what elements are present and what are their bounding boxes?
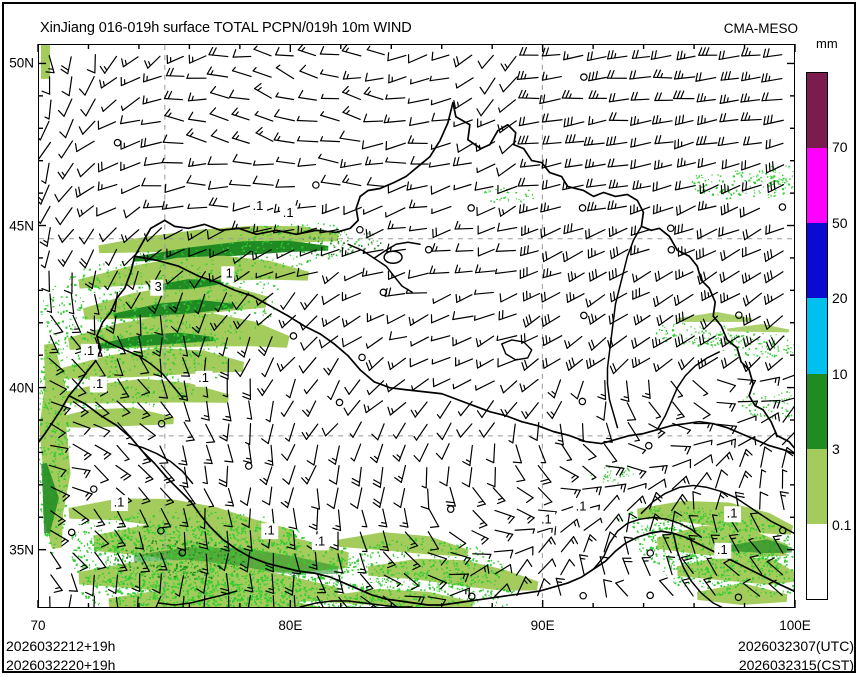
colorbar-band (807, 373, 827, 449)
contour-label: .1 (314, 534, 325, 549)
colorbar-band (807, 223, 827, 299)
colorbar-tick-20: 20 (832, 290, 848, 307)
colorbar-units-label: mm (816, 36, 838, 51)
colorbar-band (807, 73, 827, 149)
contour-label: .1 (717, 542, 728, 557)
colorbar-band (807, 448, 827, 524)
precipitation-field (39, 45, 794, 607)
colorbar-band (807, 148, 827, 224)
y-tick-40N: 40N (9, 380, 34, 396)
colorbar-tick-50: 50 (832, 214, 848, 231)
contour-label: .1 (264, 523, 275, 538)
colorbar-band (807, 298, 827, 374)
x-tick-80E: 80E (278, 618, 303, 633)
contour-label: .1 (114, 494, 125, 509)
footer-init-time-utc: 2026032212+19h (6, 638, 116, 654)
contour-label: .1 (83, 343, 94, 358)
contour-label: .1 (283, 205, 294, 220)
contour-label: 1 (226, 266, 233, 281)
colorbar-tick-0.1: 0.1 (832, 516, 852, 533)
contour-label: .1 (253, 198, 264, 213)
x-tick-70: 70 (30, 618, 46, 633)
page-title: XinJiang 016-019h surface TOTAL PCPN/019… (40, 20, 412, 36)
footer-init-time-cst: 2026032220+19h (6, 657, 116, 673)
x-tick-90E: 90E (530, 618, 555, 633)
wind-barbs (39, 45, 794, 607)
model-label: CMA-MESO (723, 21, 798, 36)
map-boundaries (39, 101, 794, 607)
colorbar[interactable] (806, 72, 828, 600)
x-tick-100E: 100E (779, 618, 811, 633)
contour-labels: 3 1 .1 .1 .1 .1 .1 .1 .1 .1 .1 .1 .1 .1 (80, 198, 742, 559)
contour-label: .1 (198, 370, 209, 385)
contour-label: 3 (155, 279, 162, 294)
map-plot-area[interactable]: 3 1 .1 .1 .1 .1 .1 .1 .1 .1 .1 .1 .1 .1 (38, 44, 795, 608)
colorbar-tick-3: 3 (832, 441, 840, 458)
footer-valid-time-utc: 2026032307(UTC) (738, 638, 854, 654)
y-tick-35N: 35N (9, 542, 34, 558)
contour-label: .1 (92, 376, 103, 391)
footer-valid-time-cst: 2026032315(CST) (738, 657, 854, 673)
colorbar-tick-70: 70 (832, 139, 848, 156)
colorbar-tick-10: 10 (832, 365, 848, 382)
contour-label: .1 (541, 511, 552, 526)
y-tick-45N: 45N (9, 218, 34, 234)
colorbar-band (807, 523, 827, 599)
contour-label: .1 (727, 506, 738, 521)
y-tick-50N: 50N (9, 55, 34, 71)
contour-label: .1 (576, 498, 587, 513)
map-canvas: 3 1 .1 .1 .1 .1 .1 .1 .1 .1 .1 .1 .1 .1 (39, 45, 794, 607)
